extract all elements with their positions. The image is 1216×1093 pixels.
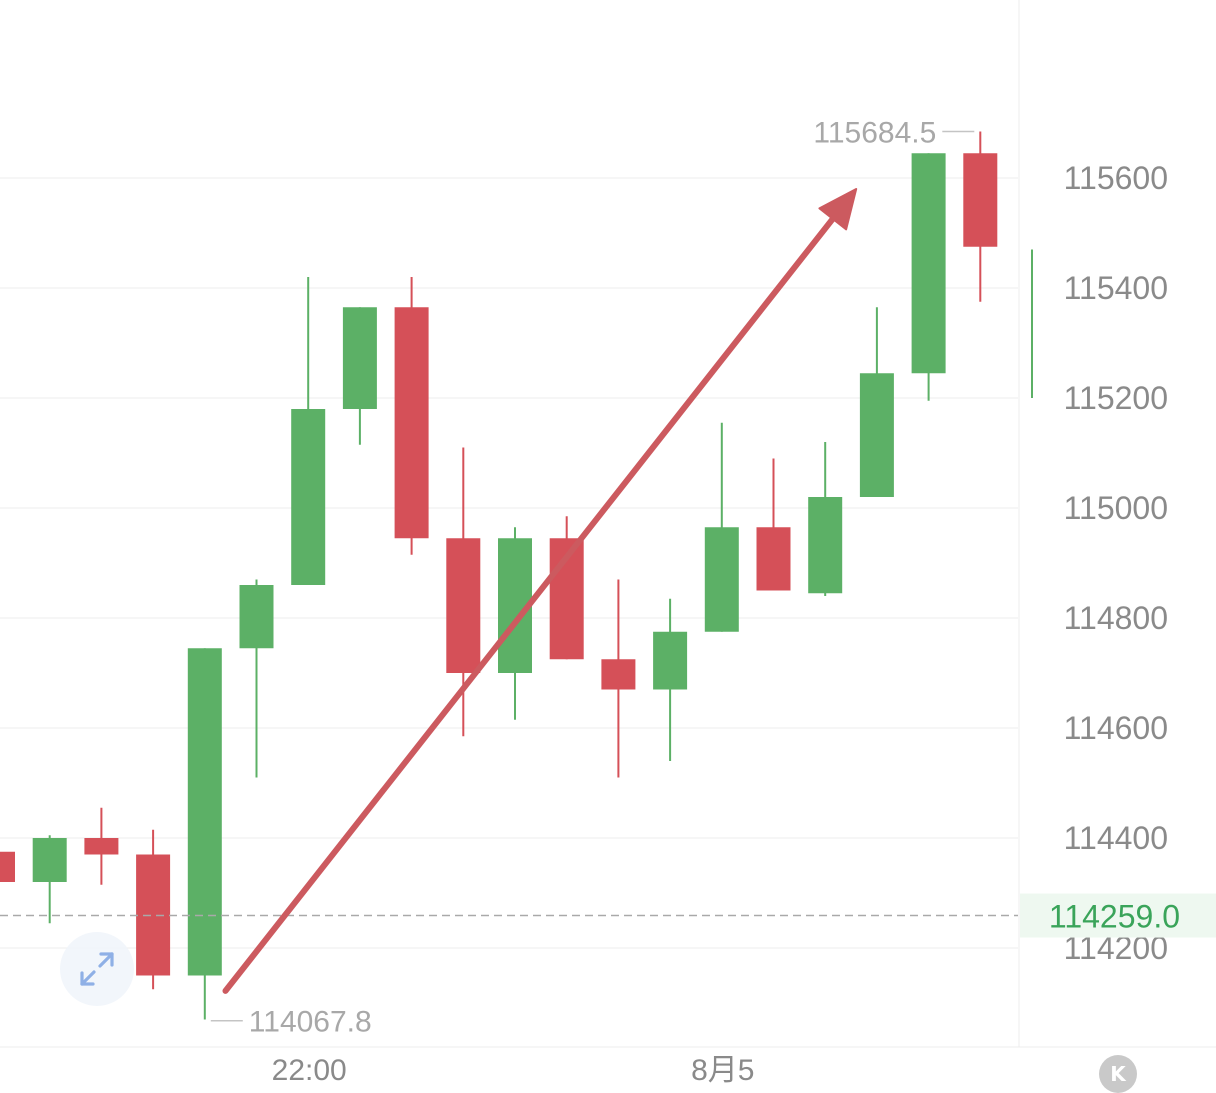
- y-tick-label: 115000: [1064, 490, 1168, 526]
- candle-down: [136, 829, 171, 990]
- candle-body: [704, 527, 739, 632]
- candle-up: [239, 579, 274, 778]
- trend-arrow-shaft: [222, 212, 839, 994]
- candle-down: [963, 131, 998, 302]
- candle-down: [394, 277, 429, 555]
- x-tick-label: 22:00: [272, 1054, 347, 1083]
- candle-body: [963, 153, 998, 247]
- candle-up: [291, 277, 326, 585]
- last-price-label: 114259.0: [1049, 899, 1180, 935]
- candle-body: [446, 538, 481, 673]
- candle-body: [808, 497, 843, 594]
- candle-body: [239, 585, 274, 649]
- candle-body: [601, 659, 636, 690]
- candle-body: [136, 854, 171, 976]
- candle-body: [291, 409, 326, 585]
- candle-up: [187, 648, 222, 1020]
- candle-body: [859, 373, 894, 497]
- x-axis: 22:00 8月5: [272, 1054, 755, 1083]
- expand-button[interactable]: [60, 932, 134, 1006]
- candle-up: [704, 422, 739, 632]
- y-tick-label: 115200: [1064, 380, 1168, 416]
- candle-up: [859, 307, 894, 497]
- x-tick-label: 8月5: [691, 1054, 754, 1083]
- candle-body: [756, 527, 791, 591]
- candle-up: [653, 598, 688, 761]
- last-price-tag-bg: [1020, 893, 1216, 938]
- y-tick-label: 115600: [1064, 160, 1168, 196]
- candle-up: [808, 442, 843, 596]
- expand-arrows-icon: [80, 952, 114, 986]
- candle-body: [32, 838, 67, 882]
- y-tick-label: 114800: [1064, 600, 1168, 636]
- extreme-labels: 115684.5 114067.8: [210, 117, 975, 1039]
- candle-up: [342, 307, 377, 445]
- candle-body: [0, 851, 15, 882]
- max-price-label: 115684.5: [813, 117, 936, 150]
- y-tick-label: 115400: [1064, 270, 1168, 306]
- trend-arrow-head: [818, 188, 858, 231]
- grid-lines: [0, 0, 1216, 1048]
- candle-body: [84, 838, 119, 855]
- last-price-marker: 114259.0: [0, 893, 1216, 938]
- y-axis: 115600 115400 115200 115000 114800 114600 1144…: [1064, 160, 1168, 966]
- candle-body: [394, 307, 429, 539]
- candle-up: [32, 835, 67, 924]
- y-tick-label: 114400: [1064, 820, 1168, 856]
- candle-body: [342, 307, 377, 409]
- y-tick-label: 114600: [1064, 710, 1168, 746]
- trend-arrow: [222, 188, 858, 994]
- candle-down: [0, 851, 15, 882]
- candle-up: [911, 153, 946, 401]
- candle-body: [187, 648, 222, 976]
- candle-body: [653, 631, 688, 690]
- candle-body: [911, 153, 946, 374]
- candle-down: [84, 807, 119, 885]
- candles: [0, 131, 1033, 1020]
- min-price-label: 114067.8: [249, 1006, 372, 1039]
- k-button[interactable]: K: [1099, 1055, 1137, 1093]
- candle-down: [601, 579, 636, 778]
- candle-down: [756, 458, 791, 591]
